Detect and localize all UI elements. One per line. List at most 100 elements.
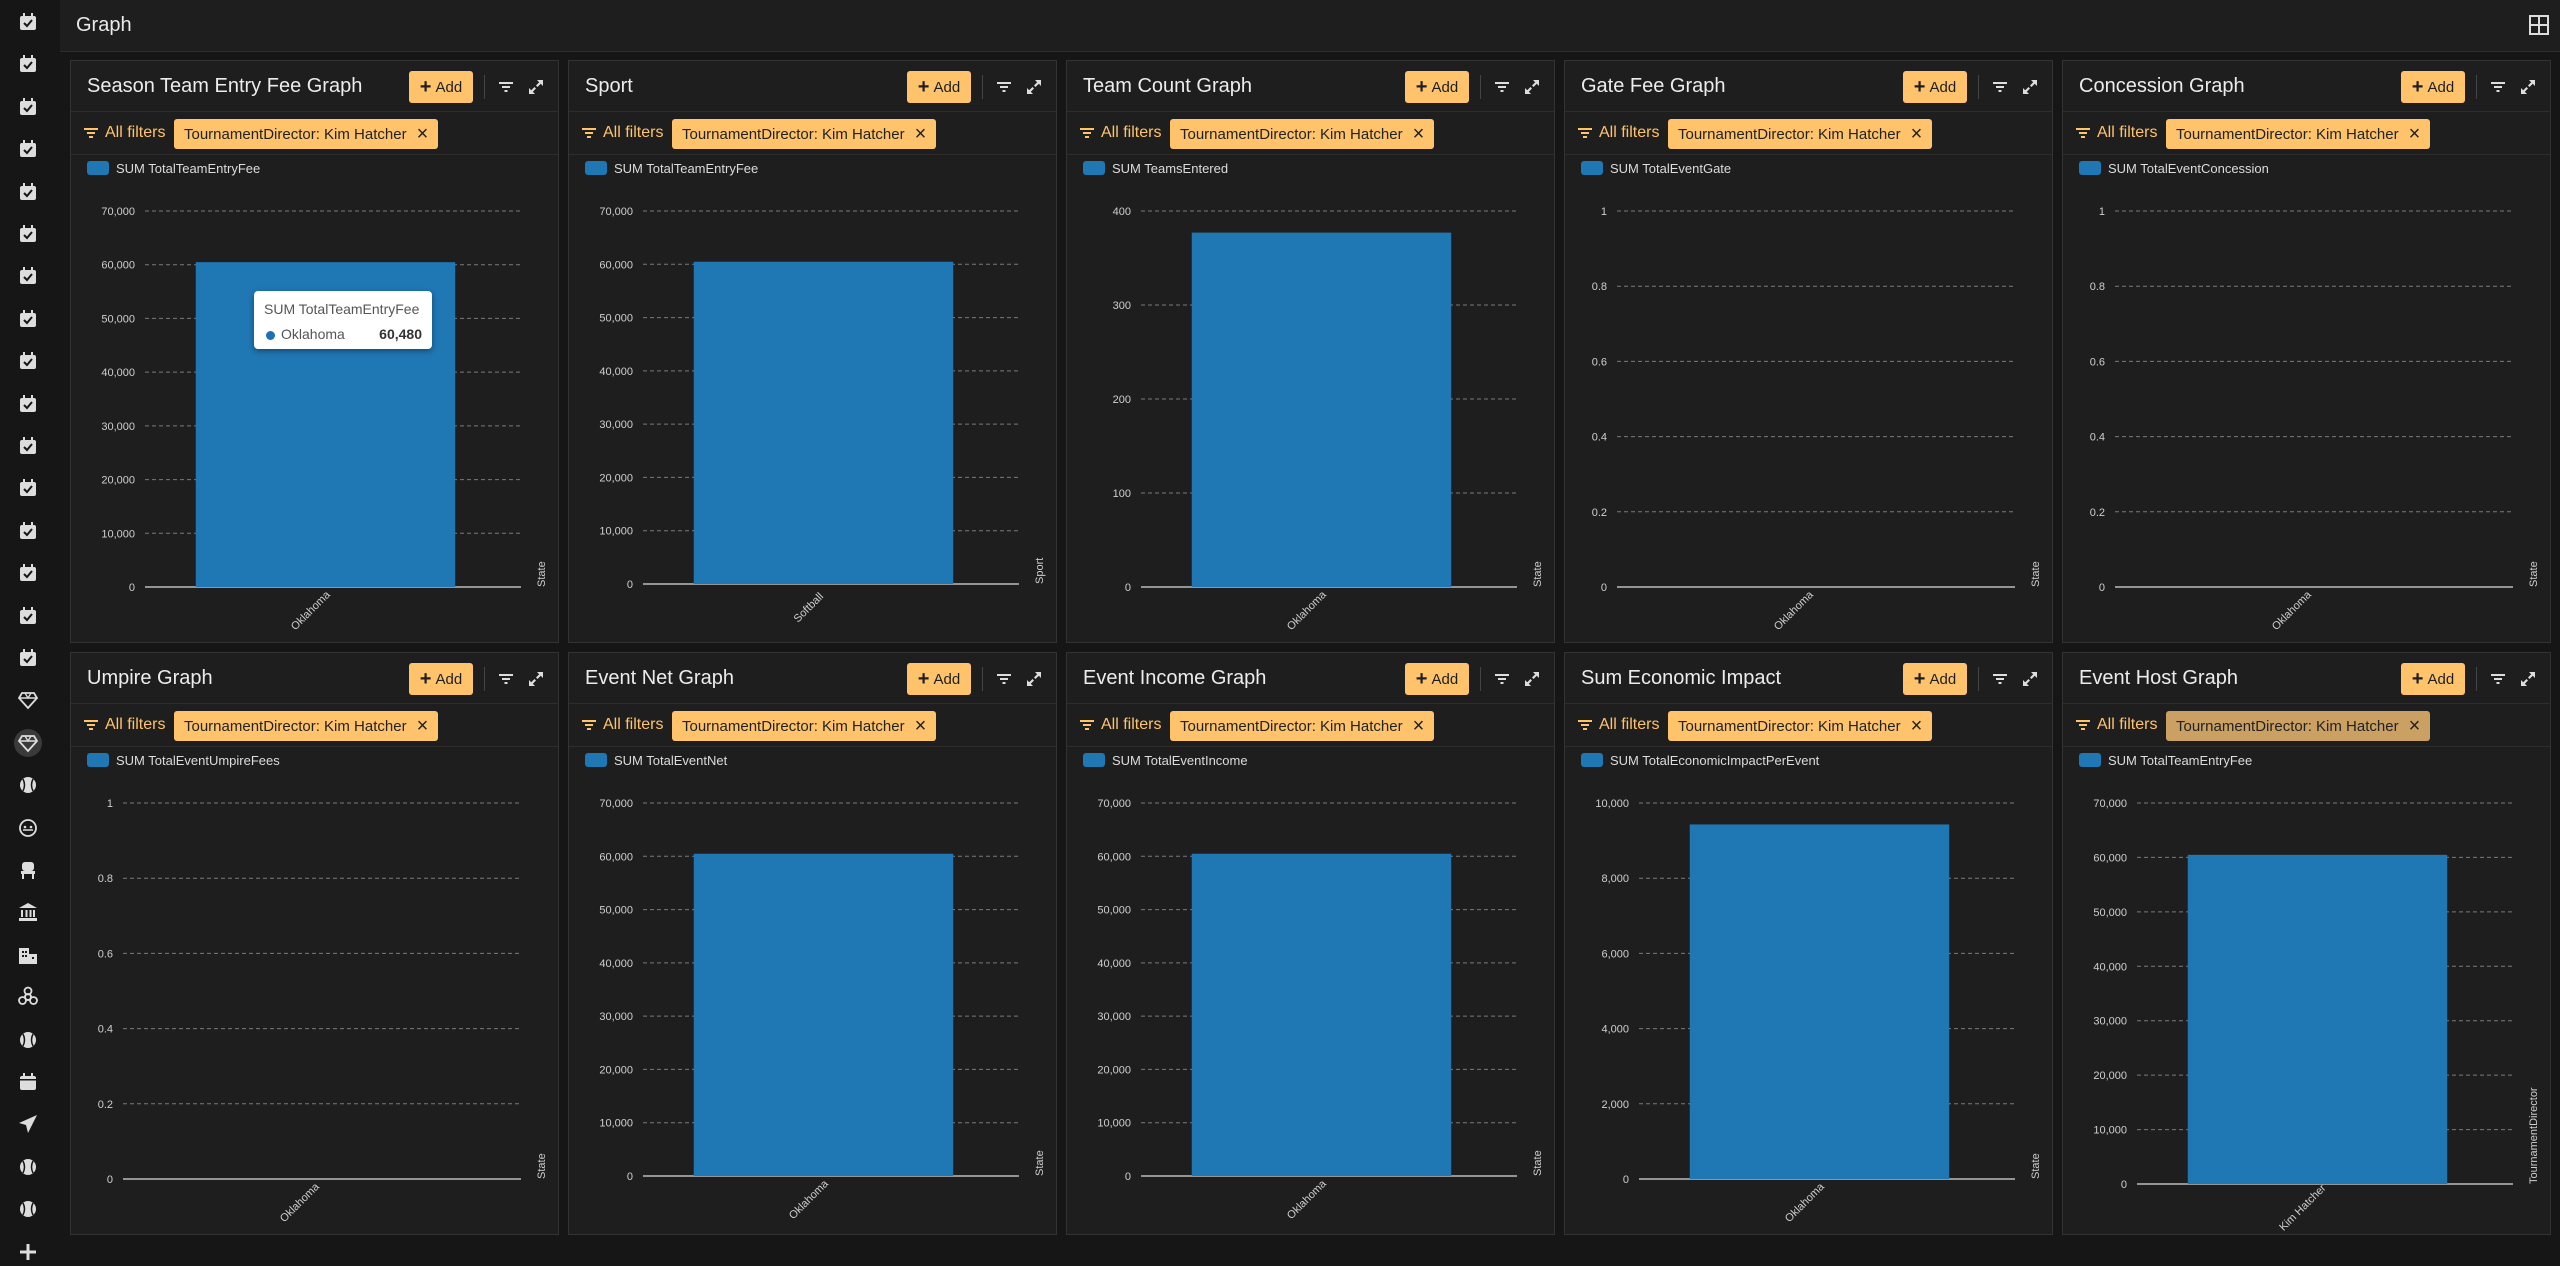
expand-icon[interactable] [1522, 669, 1542, 689]
filter-icon [1578, 720, 1592, 730]
expand-icon[interactable] [2518, 669, 2538, 689]
calendar-check-icon[interactable] [14, 347, 42, 375]
face-icon[interactable] [14, 814, 42, 842]
softball-icon[interactable] [14, 771, 42, 799]
expand-icon[interactable] [526, 77, 546, 97]
filter-chip[interactable]: TournamentDirector: Kim Hatcher × [2166, 119, 2431, 149]
all-filters-button[interactable]: All filters [1079, 124, 1161, 142]
close-icon[interactable]: × [416, 715, 429, 737]
add-button[interactable]: + Add [1405, 663, 1469, 695]
add-button-label: Add [2427, 670, 2455, 688]
biohazard-icon[interactable] [14, 983, 42, 1011]
filter-bar: All filters TournamentDirector: Kim Hatc… [1067, 703, 1554, 747]
filter-icon[interactable] [2488, 77, 2508, 97]
filter-chip[interactable]: TournamentDirector: Kim Hatcher × [174, 119, 439, 149]
add-button[interactable]: + Add [907, 71, 971, 103]
x-tick-label: Oklahoma [2270, 588, 2315, 633]
all-filters-button[interactable]: All filters [2075, 124, 2157, 142]
filter-icon[interactable] [1990, 77, 2010, 97]
all-filters-button[interactable]: All filters [581, 124, 663, 142]
add-button[interactable]: + Add [1903, 663, 1967, 695]
expand-icon[interactable] [2020, 77, 2040, 97]
filter-icon[interactable] [994, 77, 1014, 97]
calendar-check-icon[interactable] [14, 432, 42, 460]
calendar-check-icon[interactable] [14, 305, 42, 333]
divider [1480, 667, 1481, 691]
softball-icon[interactable] [14, 1026, 42, 1054]
filter-icon[interactable] [994, 669, 1014, 689]
add-button[interactable]: + Add [2401, 71, 2465, 103]
filter-icon[interactable] [2488, 669, 2508, 689]
add-button[interactable]: + Add [409, 71, 473, 103]
filter-chip[interactable]: TournamentDirector: Kim Hatcher × [2166, 711, 2431, 741]
add-button[interactable]: + Add [1903, 71, 1967, 103]
calendar-check-icon[interactable] [14, 178, 42, 206]
hotel-icon[interactable] [14, 941, 42, 969]
filter-icon[interactable] [496, 669, 516, 689]
close-icon[interactable]: × [416, 123, 429, 145]
close-icon[interactable]: × [2408, 123, 2421, 145]
expand-icon[interactable] [526, 669, 546, 689]
calendar-check-icon[interactable] [14, 50, 42, 78]
close-icon[interactable]: × [914, 715, 927, 737]
seat-icon[interactable] [14, 856, 42, 884]
expand-icon[interactable] [1024, 669, 1044, 689]
filter-icon[interactable] [496, 77, 516, 97]
filter-chip[interactable]: TournamentDirector: Kim Hatcher × [1668, 711, 1933, 741]
add-button[interactable]: + Add [1405, 71, 1469, 103]
all-filters-button[interactable]: All filters [581, 716, 663, 734]
filter-icon[interactable] [1492, 77, 1512, 97]
close-icon[interactable]: × [1412, 715, 1425, 737]
filter-chip-label: TournamentDirector: Kim Hatcher [1678, 717, 1901, 735]
calendar-icon[interactable] [14, 1068, 42, 1096]
diamond-icon[interactable] [14, 686, 42, 714]
add-button[interactable]: + Add [409, 663, 473, 695]
filter-chip[interactable]: TournamentDirector: Kim Hatcher × [174, 711, 439, 741]
filter-icon [84, 128, 98, 138]
filter-icon[interactable] [1492, 669, 1512, 689]
y-tick-label: 8,000 [1601, 873, 1629, 885]
filter-chip[interactable]: TournamentDirector: Kim Hatcher × [1170, 711, 1435, 741]
expand-icon[interactable] [1522, 77, 1542, 97]
send-icon[interactable] [14, 1110, 42, 1138]
all-filters-button[interactable]: All filters [83, 716, 165, 734]
expand-icon[interactable] [2518, 77, 2538, 97]
add-button[interactable]: + Add [2401, 663, 2465, 695]
calendar-check-icon[interactable] [14, 135, 42, 163]
y-tick-label: 0 [1623, 1174, 1629, 1186]
all-filters-button[interactable]: All filters [1577, 124, 1659, 142]
close-icon[interactable]: × [1412, 123, 1425, 145]
calendar-check-icon[interactable] [14, 390, 42, 418]
filter-chip[interactable]: TournamentDirector: Kim Hatcher × [1170, 119, 1435, 149]
calendar-check-icon[interactable] [14, 517, 42, 545]
calendar-check-icon[interactable] [14, 220, 42, 248]
filter-icon[interactable] [1990, 669, 2010, 689]
layout-grid-icon[interactable] [2528, 14, 2550, 36]
filter-chip[interactable]: TournamentDirector: Kim Hatcher × [672, 711, 937, 741]
softball-icon[interactable] [14, 1153, 42, 1181]
close-icon[interactable]: × [1910, 715, 1923, 737]
bank-icon[interactable] [14, 898, 42, 926]
all-filters-button[interactable]: All filters [1079, 716, 1161, 734]
all-filters-button[interactable]: All filters [2075, 716, 2157, 734]
filter-chip[interactable]: TournamentDirector: Kim Hatcher × [672, 119, 937, 149]
calendar-check-icon[interactable] [14, 602, 42, 630]
close-icon[interactable]: × [2408, 715, 2421, 737]
all-filters-label: All filters [603, 124, 664, 141]
close-icon[interactable]: × [914, 123, 927, 145]
all-filters-button[interactable]: All filters [1577, 716, 1659, 734]
add-button[interactable]: + Add [907, 663, 971, 695]
filter-chip[interactable]: TournamentDirector: Kim Hatcher × [1668, 119, 1933, 149]
expand-icon[interactable] [2020, 669, 2040, 689]
calendar-check-icon[interactable] [14, 8, 42, 36]
diamond-icon[interactable] [14, 728, 42, 757]
calendar-check-icon[interactable] [14, 644, 42, 672]
softball-icon[interactable] [14, 1195, 42, 1223]
calendar-check-icon[interactable] [14, 474, 42, 502]
expand-icon[interactable] [1024, 77, 1044, 97]
calendar-check-icon[interactable] [14, 262, 42, 290]
calendar-check-icon[interactable] [14, 93, 42, 121]
all-filters-button[interactable]: All filters [83, 124, 165, 142]
calendar-check-icon[interactable] [14, 559, 42, 587]
close-icon[interactable]: × [1910, 123, 1923, 145]
